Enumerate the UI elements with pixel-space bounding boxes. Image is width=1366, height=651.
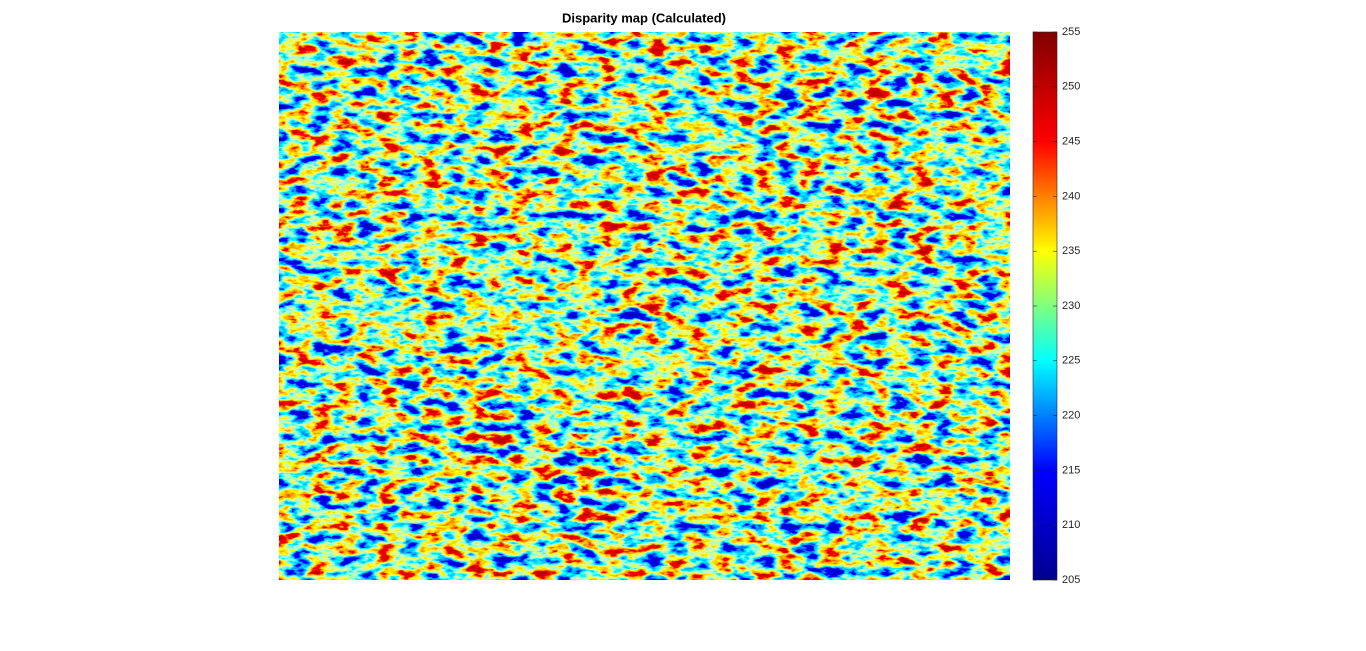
colorbar-tick-label: 220	[1062, 410, 1080, 422]
colorbar-tick-label: 210	[1062, 519, 1080, 531]
disparity-image	[279, 32, 1010, 580]
colorbar-tick-label: 225	[1062, 355, 1080, 367]
colorbar-tick-label: 215	[1062, 464, 1080, 476]
colorbar-tick-label: 235	[1062, 245, 1080, 257]
chart-title: Disparity map (Calculated)	[562, 10, 726, 25]
colorbar-tick-label: 230	[1062, 300, 1080, 312]
colorbar-tick-label: 255	[1062, 26, 1080, 38]
colorbar-tick-label: 240	[1062, 190, 1080, 202]
colorbar-tick-label: 245	[1062, 136, 1080, 148]
colorbar-tick-label: 250	[1062, 81, 1080, 93]
colorbar-tick-label: 205	[1062, 574, 1080, 586]
